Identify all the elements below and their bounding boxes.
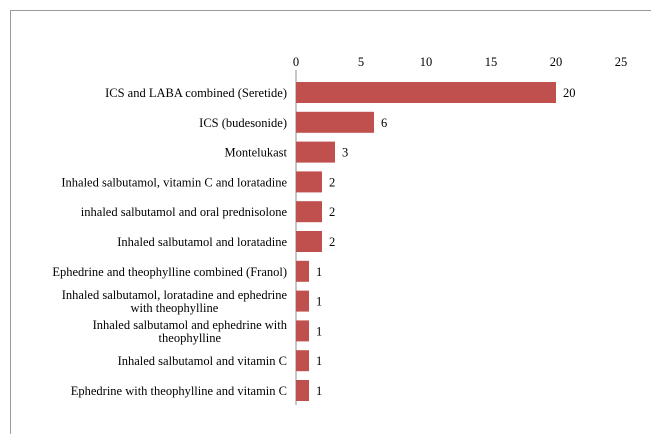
data-label: 1 [316, 354, 322, 368]
data-label: 20 [563, 86, 576, 100]
data-label: 2 [329, 235, 335, 249]
category-label: Ephedrine with theophylline and vitamin … [71, 384, 287, 398]
x-tick-label: 15 [485, 55, 498, 69]
x-tick-label: 0 [293, 55, 299, 69]
x-tick-label: 20 [550, 55, 563, 69]
category-label: ICS and LABA combined (Seretide) [105, 86, 287, 100]
category-label: Inhaled salbutamol, loratadine and ephed… [62, 288, 288, 315]
data-label: 1 [316, 295, 322, 309]
bar [296, 201, 322, 223]
data-label: 1 [316, 384, 322, 398]
category-label: Inhaled salbutamol, vitamin C and lorata… [61, 175, 287, 189]
x-tick-label: 25 [615, 55, 628, 69]
bar [296, 141, 335, 163]
bar [296, 350, 309, 372]
x-tick-label: 5 [358, 55, 364, 69]
category-label: inhaled salbutamol and oral prednisolone [81, 205, 288, 219]
data-label: 1 [316, 324, 322, 338]
bar [296, 171, 322, 193]
bar [296, 260, 309, 282]
category-label: Inhaled salbutamol and ephedrine with the… [93, 318, 288, 345]
bar [296, 231, 322, 252]
data-label: 6 [381, 116, 387, 130]
chart-frame [10, 10, 651, 434]
bar [296, 380, 309, 401]
data-label: 1 [316, 265, 322, 279]
category-label: Ephedrine and theophylline combined (Fra… [52, 265, 287, 279]
category-label: Inhaled salbutamol and vitamin C [118, 354, 287, 368]
data-label: 2 [329, 175, 335, 189]
category-label: ICS (budesonide) [199, 116, 287, 130]
category-label: Inhaled salbutamol and loratadine [117, 235, 287, 249]
bar [296, 320, 309, 342]
bar [296, 82, 556, 103]
x-tick-label: 10 [420, 55, 433, 69]
data-label: 2 [329, 205, 335, 219]
bar [296, 290, 309, 312]
data-label: 3 [342, 146, 348, 160]
category-label: Montelukast [225, 146, 288, 160]
bar [296, 111, 374, 133]
